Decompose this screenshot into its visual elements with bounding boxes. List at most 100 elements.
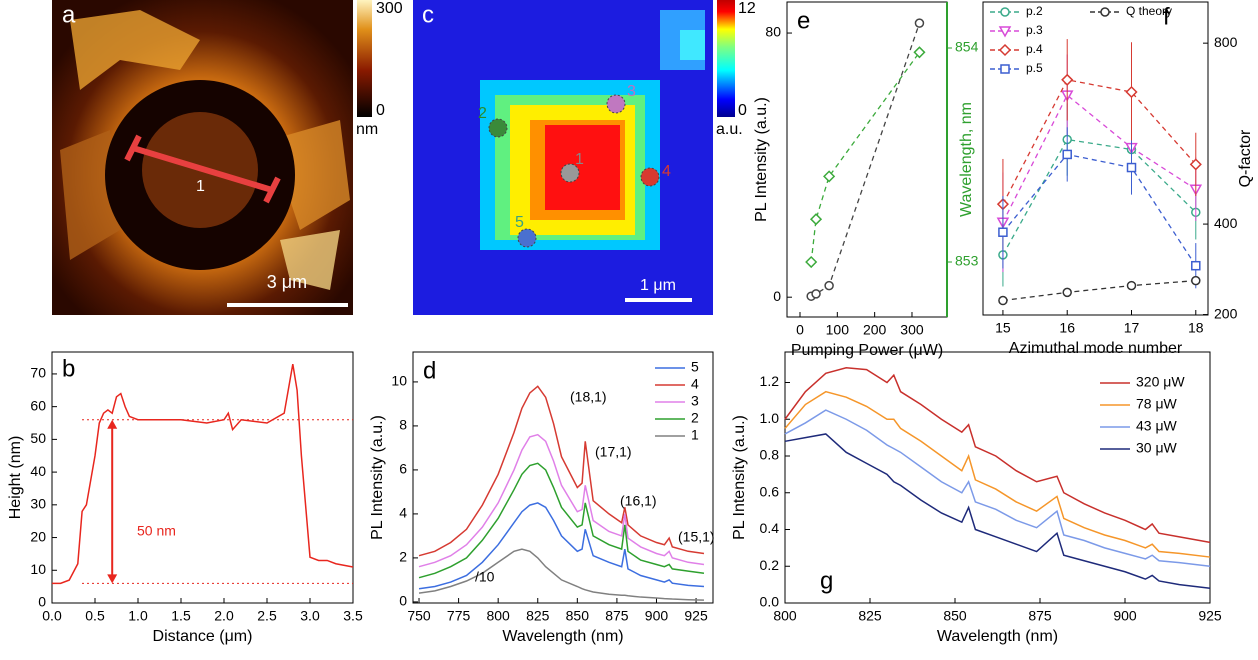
plot-frame	[784, 351, 1211, 604]
y-axis-label: Height (nm)	[7, 436, 24, 520]
series-line	[1002, 279, 1196, 302]
data-point	[998, 227, 1008, 237]
y-tick-label: 6	[399, 461, 407, 477]
series-line	[1002, 138, 1197, 256]
data-point	[824, 280, 834, 291]
x-tick-label: 875	[1028, 608, 1052, 624]
y-tick-label: 2	[399, 549, 407, 565]
series-line	[784, 409, 1211, 567]
series-line	[418, 548, 704, 601]
y-tick-label: 50	[30, 430, 46, 446]
panel-label: c	[422, 1, 434, 28]
x-tick-label: 15	[995, 320, 1011, 336]
x-tick-label: 16	[1059, 320, 1075, 336]
legend-label: 320 μW	[1136, 374, 1185, 390]
series-line	[784, 390, 1211, 558]
data-point	[1126, 280, 1137, 291]
y-tick-label: 0	[399, 593, 407, 609]
x-tick-label: 850	[566, 608, 590, 624]
legend-label: 43 μW	[1136, 418, 1178, 434]
annotation: 50 nm	[137, 523, 176, 539]
series-line	[784, 367, 1211, 544]
y-tick-label: 40	[30, 463, 46, 479]
panel-label: d	[423, 357, 436, 384]
x-tick-label: 800	[486, 608, 510, 624]
data-point	[823, 170, 836, 183]
y-tick-label: 400	[1214, 215, 1238, 231]
panel-label: e	[797, 7, 810, 34]
series-line	[1002, 94, 1197, 223]
y-tick-label: 1.0	[760, 410, 780, 426]
y-tick-label: 0	[38, 594, 46, 610]
x-axis-label: Wavelength (nm)	[502, 628, 623, 645]
y-tick-label: 8	[399, 417, 407, 433]
data-point	[914, 18, 925, 28]
series-line	[810, 51, 920, 263]
y-tick-label: 0.2	[760, 557, 780, 573]
legend-label: p.4	[1026, 42, 1043, 56]
series-line	[418, 433, 705, 568]
y-tick-label: 30	[30, 496, 46, 512]
data-point	[913, 46, 926, 59]
plot-frame	[786, 1, 948, 318]
data-point	[1189, 158, 1202, 171]
x-tick-label: 825	[858, 608, 882, 624]
x-tick-label: 850	[943, 608, 967, 624]
x-tick-label: 800	[773, 608, 797, 624]
legend-label: p.3	[1026, 23, 1043, 37]
annotation: (15,1)	[678, 529, 715, 545]
y-tick-label: 20	[30, 528, 46, 544]
panel-label: a	[62, 1, 76, 28]
x-tick-label: 1.0	[128, 608, 148, 624]
colorbar-tick: 300	[376, 0, 403, 17]
y-axis-label: PL Intensity (a.u.)	[369, 415, 386, 540]
point-label: 2	[478, 105, 487, 122]
legend-label: 4	[691, 376, 699, 392]
series-line	[52, 363, 354, 585]
legend-label: p.5	[1026, 61, 1043, 75]
annotation: (16,1)	[620, 493, 657, 509]
point-label: 1	[575, 151, 584, 168]
y-tick-label: 0	[773, 288, 781, 304]
series-line	[1002, 153, 1197, 267]
data-point	[811, 289, 821, 299]
point-label: 3	[627, 83, 636, 100]
legend-marker	[998, 26, 1012, 38]
legend-label: 30 μW	[1136, 440, 1178, 456]
x-tick-label: 200	[863, 322, 887, 338]
x-tick-label: 100	[826, 322, 850, 338]
y2-axis-label: Wavelength, nm	[958, 102, 975, 217]
y-axis-label: PL Intensity (a.u.)	[753, 97, 770, 222]
y-tick-label: 0.0	[760, 594, 780, 610]
y-tick-label: 0.4	[760, 520, 780, 536]
colorbar-unit: nm	[356, 121, 378, 138]
data-point	[1125, 85, 1138, 99]
x-tick-label: 18	[1188, 320, 1204, 336]
x-tick-label: 875	[605, 608, 629, 624]
y-tick-label: 200	[1214, 305, 1238, 321]
y-tick-label: 70	[30, 365, 46, 381]
legend-label: 5	[691, 359, 699, 375]
legend-label: p.2	[1026, 4, 1043, 18]
pl-map	[413, 0, 735, 315]
legend-label: 1	[691, 427, 699, 443]
annotation: (17,1)	[595, 444, 632, 460]
plot-frame	[412, 351, 714, 604]
annotation: /10	[475, 569, 495, 585]
scale-bar-label: 3 μm	[267, 272, 307, 292]
data-point	[1191, 275, 1201, 286]
data-point	[1126, 162, 1137, 173]
profile-label: 1	[196, 178, 205, 195]
series-line	[418, 385, 705, 557]
x-tick-label: 1.5	[171, 608, 191, 624]
x-tick-label: 750	[407, 608, 431, 624]
x-tick-label: 925	[684, 608, 708, 624]
afm-image	[52, 0, 372, 315]
colorbar-tick: 0	[376, 102, 385, 119]
legend-marker	[998, 43, 1012, 57]
plot-frame	[51, 351, 354, 604]
x-axis-label: Distance (μm)	[153, 628, 253, 645]
arrow-head	[107, 574, 118, 584]
colorbar-unit: a.u.	[716, 121, 743, 138]
series-line	[418, 502, 705, 590]
